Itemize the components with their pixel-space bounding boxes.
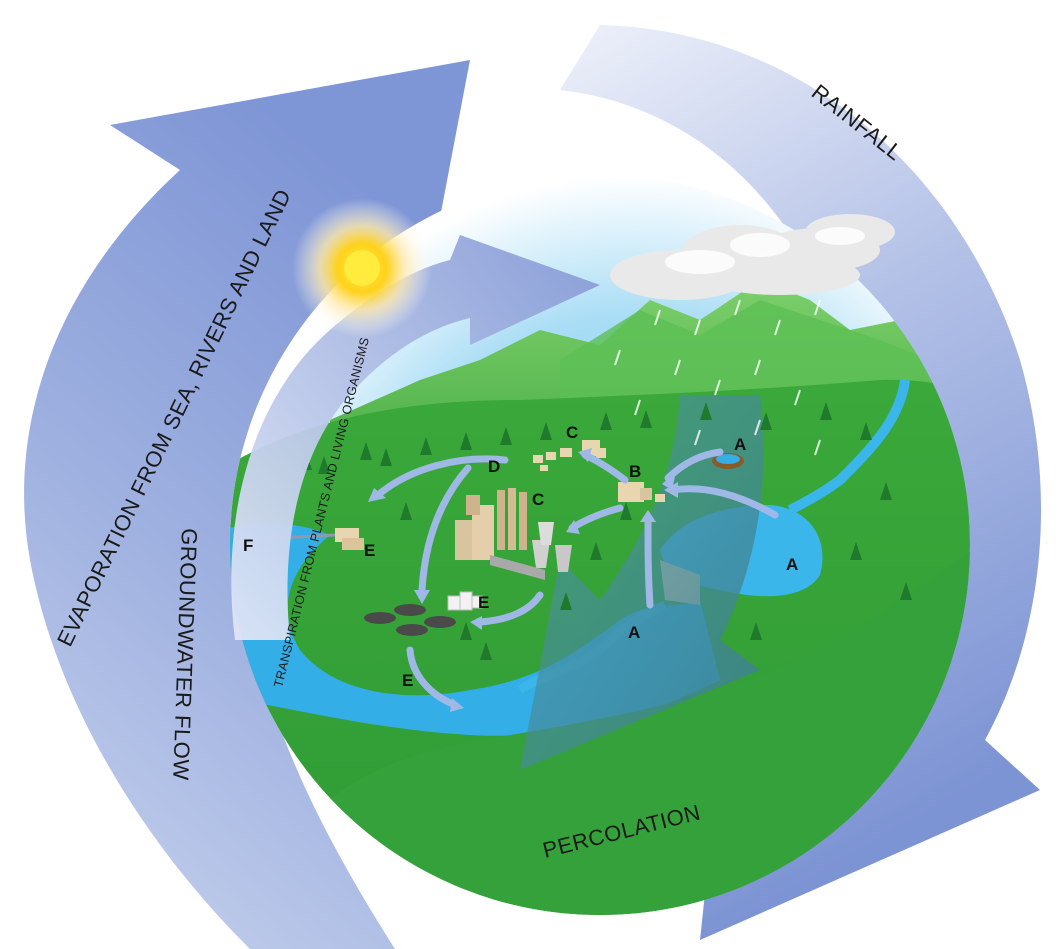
flow-arrow-waste-out — [406, 646, 459, 709]
flow-arrow-tanks-to-waste — [476, 591, 544, 626]
marker-e-coast: E — [364, 541, 375, 560]
rain — [614, 299, 821, 456]
marker-c-industry: C — [532, 490, 544, 509]
marker-a-river: A — [628, 623, 640, 642]
marker-d-distribution: D — [488, 457, 500, 476]
treatment-plant — [618, 482, 665, 502]
flow-arrow-reservoir-to-b — [664, 448, 724, 482]
transpiration-arrow — [231, 235, 600, 640]
wastewater-tanks — [364, 604, 456, 636]
marker-b-treatment: B — [629, 462, 641, 481]
flow-arrow-d-to-waste — [418, 464, 472, 594]
marker-a-lake: A — [786, 555, 798, 574]
marker-a-reservoir: A — [734, 435, 746, 454]
flow-arrow-d-to-coast — [374, 455, 509, 499]
marker-e-storage: E — [478, 593, 489, 612]
marker-f-outfall: F — [243, 536, 253, 555]
marker-e-wastewater: E — [402, 671, 413, 690]
industrial-buildings — [455, 488, 572, 580]
flow-arrow-lake-to-b — [668, 485, 779, 519]
marker-c-town: C — [566, 423, 578, 442]
flow-arrow-dam-to-b — [644, 518, 654, 609]
storage-tanks — [447, 591, 483, 611]
